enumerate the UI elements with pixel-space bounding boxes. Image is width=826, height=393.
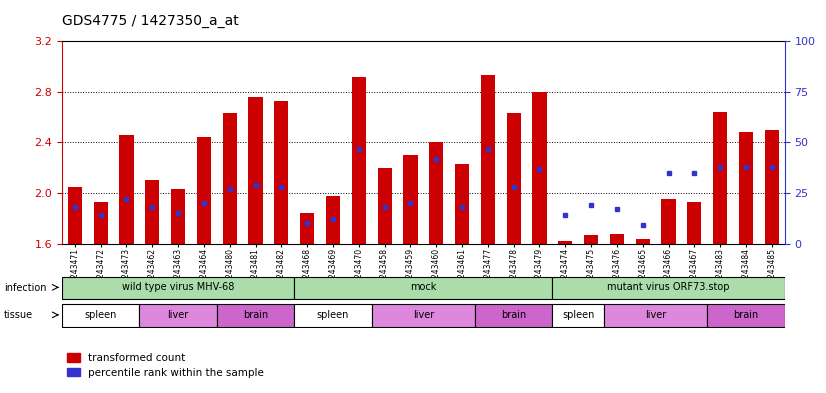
Bar — [662, 199, 676, 244]
Bar — [62, 305, 140, 327]
Bar — [739, 132, 753, 244]
Bar — [430, 142, 444, 244]
Legend: transformed count, percentile rank within the sample: transformed count, percentile rank withi… — [67, 353, 263, 378]
Text: infection: infection — [4, 283, 46, 293]
Bar — [481, 75, 495, 244]
Bar — [326, 196, 340, 244]
Bar — [294, 305, 372, 327]
Bar — [93, 202, 107, 244]
Bar — [713, 112, 727, 244]
Bar — [636, 239, 650, 244]
Text: spleen: spleen — [84, 310, 116, 320]
Text: liver: liver — [645, 310, 667, 320]
Bar — [377, 168, 392, 244]
Bar — [68, 187, 82, 244]
Text: brain: brain — [243, 310, 268, 320]
Bar — [687, 202, 701, 244]
Bar — [475, 305, 553, 327]
Text: tissue: tissue — [4, 310, 33, 320]
Bar — [216, 305, 294, 327]
Bar — [300, 213, 314, 244]
Text: brain: brain — [733, 310, 758, 320]
Bar — [140, 305, 216, 327]
Bar — [610, 233, 624, 244]
Text: spleen: spleen — [317, 310, 349, 320]
Bar — [584, 235, 598, 244]
Bar — [558, 241, 572, 244]
Text: mock: mock — [411, 282, 436, 292]
Text: liver: liver — [168, 310, 188, 320]
Bar — [533, 92, 547, 244]
Text: GDS4775 / 1427350_a_at: GDS4775 / 1427350_a_at — [62, 14, 239, 28]
Bar — [765, 130, 779, 244]
Bar — [294, 277, 553, 299]
Bar — [553, 305, 604, 327]
Bar — [553, 277, 785, 299]
Bar — [707, 305, 785, 327]
Bar — [197, 138, 211, 244]
Text: brain: brain — [501, 310, 526, 320]
Bar — [403, 155, 417, 244]
Text: spleen: spleen — [562, 310, 595, 320]
Bar — [372, 305, 475, 327]
Bar — [120, 135, 134, 244]
Bar — [223, 113, 237, 244]
Bar — [506, 113, 520, 244]
Bar — [455, 164, 469, 244]
Bar — [249, 97, 263, 244]
Bar — [145, 180, 159, 244]
Text: liver: liver — [413, 310, 434, 320]
Bar — [604, 305, 707, 327]
Bar — [171, 189, 185, 244]
Bar — [274, 101, 288, 244]
Bar — [62, 277, 294, 299]
Text: wild type virus MHV-68: wild type virus MHV-68 — [122, 282, 235, 292]
Bar — [352, 77, 366, 244]
Text: mutant virus ORF73.stop: mutant virus ORF73.stop — [607, 282, 730, 292]
